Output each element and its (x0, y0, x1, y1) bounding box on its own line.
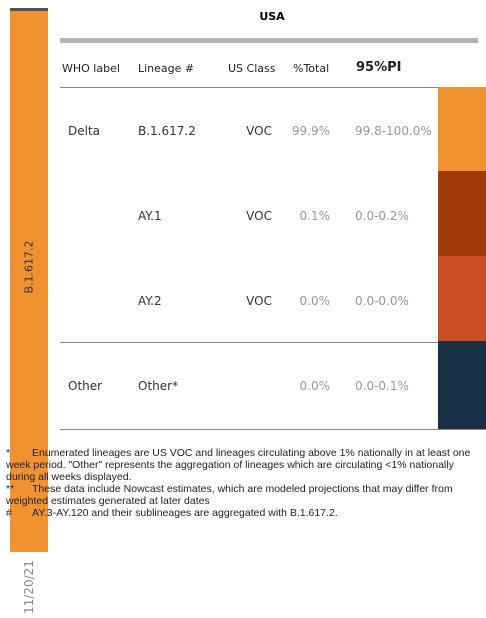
footnote: * Enumerated lineages are US VOC and line… (6, 447, 482, 483)
table-cell: VOC (246, 294, 272, 308)
table-cell: VOC (246, 124, 272, 138)
footnote-text: AY.3-AY.120 and their sublineages are ag… (32, 507, 338, 519)
row-rule (60, 429, 486, 430)
table-body: Delta B.1.617.2 VOC 99.9% 99.8-100.0% AY.1 VOC… (68, 87, 486, 429)
table-cell: 99.8-100.0% (355, 124, 432, 138)
footnote-text: Enumerated lineages are US VOC and linea… (6, 447, 471, 483)
column-header: US Class (228, 62, 276, 75)
table-cell: Delta (68, 124, 101, 138)
footnote-marker: # (6, 507, 12, 519)
table-cell: 0.0-0.0% (355, 294, 409, 308)
table-cell: 0.0% (299, 294, 331, 308)
footnote: ** These data include Nowcast estimates, … (6, 483, 482, 507)
table-cell: 99.9% (291, 124, 330, 138)
color-swatch (438, 171, 486, 256)
color-swatch (438, 87, 486, 171)
table-cell: 0.0% (299, 379, 331, 393)
date-label: 11/20/21 (22, 560, 36, 614)
table-cell: B.1.617.2 (138, 124, 196, 138)
table-cell: 0.0-0.2% (355, 209, 409, 223)
column-header: 95%PI (356, 60, 402, 75)
table-title: USA (259, 10, 285, 23)
footnote-marker: * (6, 447, 11, 459)
footnote-marker: ** (6, 483, 15, 495)
row-rule (60, 342, 440, 343)
title-rule (60, 38, 478, 43)
table-cell: AY.1 (138, 209, 162, 223)
column-header: %Total (293, 62, 330, 75)
column-header: WHO label (62, 62, 120, 75)
table-cell: Other (68, 379, 103, 393)
column-header: Lineage # (138, 62, 195, 75)
table-cell: 0.0-0.1% (355, 379, 409, 393)
footnote-text: These data include Nowcast estimates, wh… (6, 483, 453, 507)
row-rule (60, 87, 440, 88)
sidebar-bar (10, 8, 48, 552)
table-cell: AY.2 (138, 294, 162, 308)
color-swatch (438, 341, 486, 429)
table-cell: VOC (246, 209, 272, 223)
color-swatch (438, 256, 486, 341)
table-cell: Other* (138, 379, 179, 393)
footnote: # AY.3-AY.120 and their sublineages are a… (6, 507, 482, 519)
footnotes: * Enumerated lineages are US VOC and line… (6, 447, 482, 519)
table-cell: 0.1% (299, 209, 331, 223)
